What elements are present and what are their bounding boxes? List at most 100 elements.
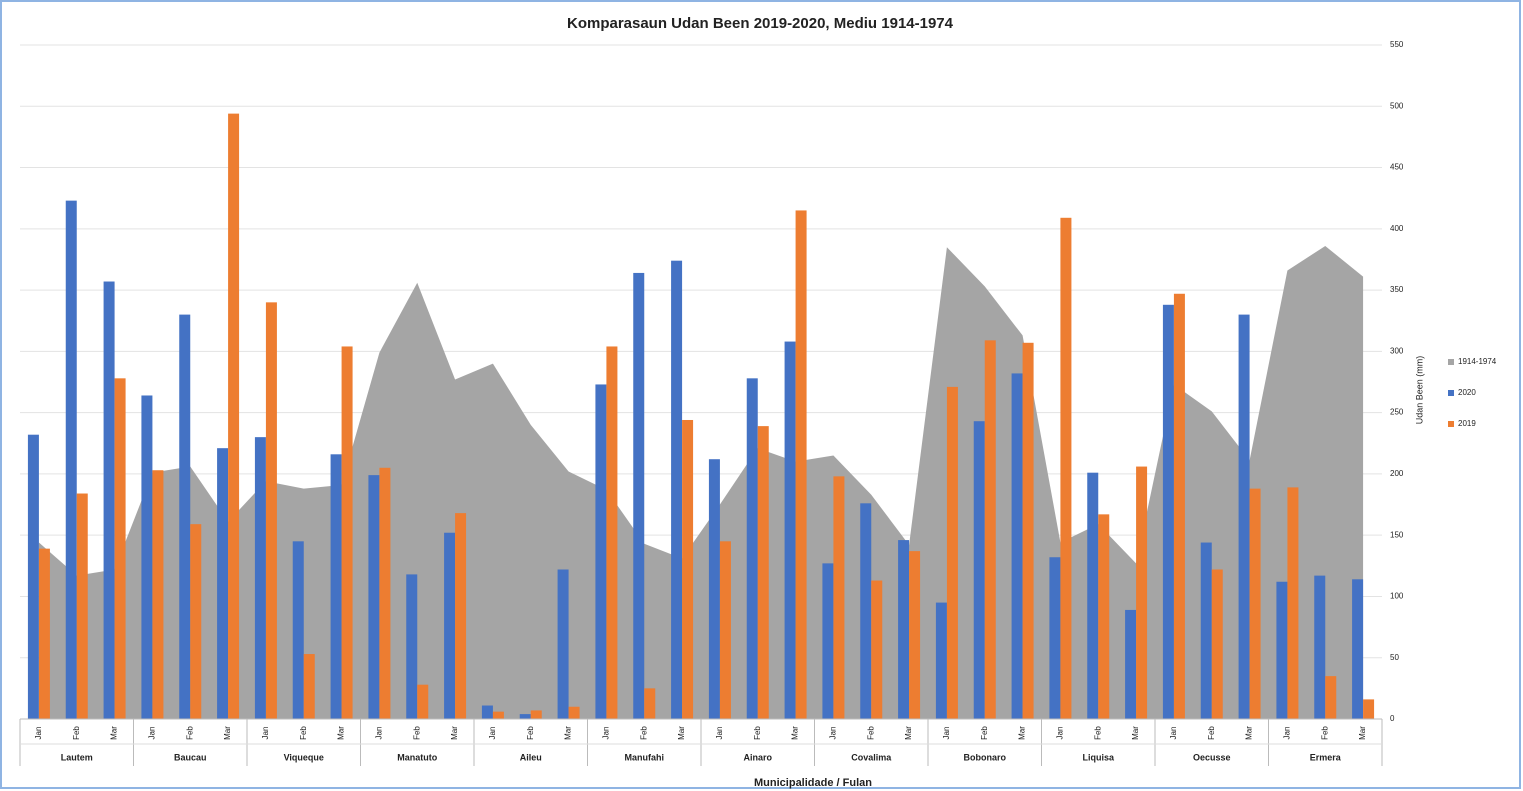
bar	[228, 113, 240, 719]
bar	[1352, 579, 1364, 719]
bar	[530, 710, 542, 719]
y-tick-label: 250	[1390, 408, 1404, 417]
x-tick-label: Mar	[1018, 726, 1027, 740]
bar	[1022, 342, 1034, 719]
bar	[1211, 569, 1223, 719]
bar	[152, 470, 164, 719]
y-tick-label: 550	[1390, 40, 1404, 49]
x-tick-label: Mar	[110, 726, 119, 740]
bar	[1125, 609, 1137, 719]
x-tick-label: Feb	[639, 726, 648, 740]
group-label: Oecusse	[1193, 752, 1231, 762]
bar	[368, 475, 380, 719]
bar	[719, 541, 731, 719]
bar	[1200, 542, 1212, 719]
x-tick-label: Mar	[450, 726, 459, 740]
x-tick-label: Feb	[185, 726, 194, 740]
y-tick-label: 0	[1390, 714, 1395, 723]
x-tick-label: Feb	[866, 726, 875, 740]
y-tick-label: 450	[1390, 163, 1404, 172]
bar	[871, 580, 883, 719]
bar	[76, 493, 88, 719]
x-tick-label: Feb	[1093, 726, 1102, 740]
x-tick-label: Mar	[223, 726, 232, 740]
y-axis-title: Udan Been (mm)	[1414, 356, 1424, 425]
bar	[114, 378, 126, 719]
bar	[984, 340, 996, 719]
bar	[379, 467, 391, 719]
y-tick-label: 300	[1390, 346, 1404, 355]
bar	[671, 260, 683, 719]
bar	[254, 437, 266, 719]
bar	[1249, 488, 1261, 719]
group-label: Aileu	[520, 752, 542, 762]
y-tick-label: 50	[1390, 653, 1399, 662]
bar	[292, 541, 304, 719]
bar	[1136, 466, 1148, 719]
bar	[265, 302, 277, 719]
x-tick-label: Mar	[904, 726, 913, 740]
x-tick-label: Mar	[1131, 726, 1140, 740]
group-label: Ainaro	[743, 752, 772, 762]
bar	[1314, 575, 1326, 719]
group-label: Baucau	[174, 752, 207, 762]
bar	[1049, 557, 1061, 719]
bar	[1060, 217, 1072, 719]
bar	[860, 503, 872, 719]
bar	[38, 548, 50, 719]
x-tick-label: Mar	[791, 726, 800, 740]
bar	[973, 421, 985, 719]
bar	[833, 476, 845, 719]
bar	[65, 200, 77, 720]
x-tick-label: Mar	[564, 726, 573, 740]
y-tick-label: 200	[1390, 469, 1404, 478]
bar	[1287, 487, 1299, 719]
bar	[330, 454, 342, 719]
bar	[141, 395, 153, 719]
x-tick-label: Feb	[1207, 726, 1216, 740]
bar	[682, 419, 694, 719]
bar	[1098, 514, 1110, 719]
x-tick-label: Mar	[677, 726, 686, 740]
legend-label: 2019	[1458, 419, 1476, 428]
bar	[217, 448, 229, 719]
x-tick-label: Mar	[1358, 726, 1367, 740]
bar	[481, 705, 493, 719]
bar	[519, 714, 531, 719]
legend-label: 2020	[1458, 388, 1476, 397]
y-tick-label: 100	[1390, 592, 1404, 601]
bar	[595, 384, 607, 719]
group-label: Liquisa	[1082, 752, 1114, 762]
group-label: Bobonaro	[964, 752, 1007, 762]
x-axis-title: Municipalidade / Fulan	[754, 777, 872, 789]
x-tick-label: Feb	[526, 726, 535, 740]
bar	[103, 281, 115, 719]
bar	[1325, 676, 1337, 719]
x-tick-label: Feb	[72, 726, 81, 740]
bar	[1276, 581, 1288, 719]
bar	[946, 386, 958, 719]
x-tick-label: Mar	[1245, 726, 1254, 740]
x-tick-label: Jan	[375, 727, 384, 740]
bar	[606, 346, 618, 719]
x-tick-label: Feb	[299, 726, 308, 740]
group-label: Ermera	[1310, 752, 1342, 762]
bar	[1238, 314, 1250, 719]
bar	[303, 654, 315, 719]
x-tick-label: Jan	[1283, 727, 1292, 740]
x-tick-label: Feb	[980, 726, 989, 740]
x-tick-label: Jan	[148, 727, 157, 740]
x-tick-label: Jan	[829, 727, 838, 740]
bar	[1011, 373, 1023, 719]
legend-swatch	[1448, 390, 1454, 396]
group-label: Lautem	[61, 752, 93, 762]
bar	[27, 434, 39, 719]
bar	[179, 314, 191, 719]
bar	[1173, 293, 1185, 719]
bar	[822, 563, 834, 719]
legend-label: 1914-1974	[1458, 357, 1497, 366]
y-tick-label: 400	[1390, 224, 1404, 233]
bar	[492, 711, 504, 719]
x-tick-label: Jan	[602, 727, 611, 740]
